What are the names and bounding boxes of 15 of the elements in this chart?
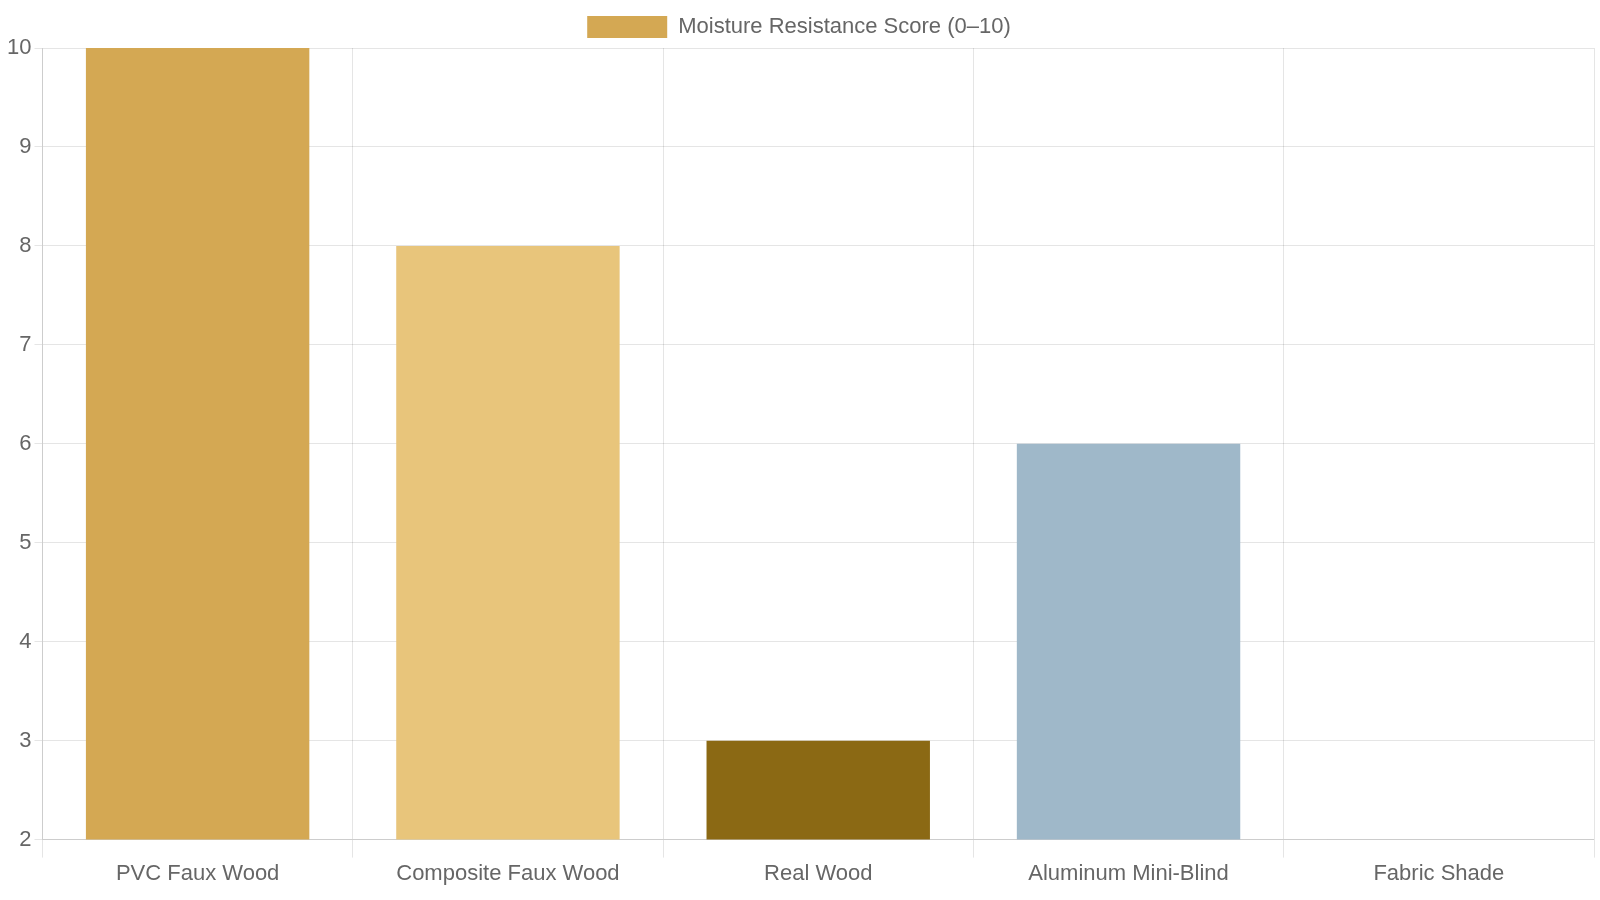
- y-tick-label: 4: [19, 627, 32, 653]
- y-tick-label: 3: [19, 726, 32, 752]
- x-tick-label: Composite Faux Wood: [396, 859, 620, 885]
- x-tick-label: Fabric Shade: [1373, 859, 1505, 885]
- y-tick-label: 5: [19, 528, 32, 554]
- y-tick-label: 6: [19, 429, 32, 455]
- legend-label: Moisture Resistance Score (0–10): [678, 13, 1011, 39]
- x-tick-label: PVC Faux Wood: [115, 859, 280, 885]
- y-tick-label: 9: [19, 133, 32, 159]
- y-tick-label: 8: [19, 231, 32, 257]
- y-tick-label: 7: [19, 330, 32, 356]
- y-tick-label: 10: [6, 34, 32, 60]
- x-tick-label: Aluminum Mini-Blind: [1028, 859, 1229, 885]
- x-tick-label: Real Wood: [764, 859, 873, 885]
- y-tick-label: 2: [19, 825, 32, 851]
